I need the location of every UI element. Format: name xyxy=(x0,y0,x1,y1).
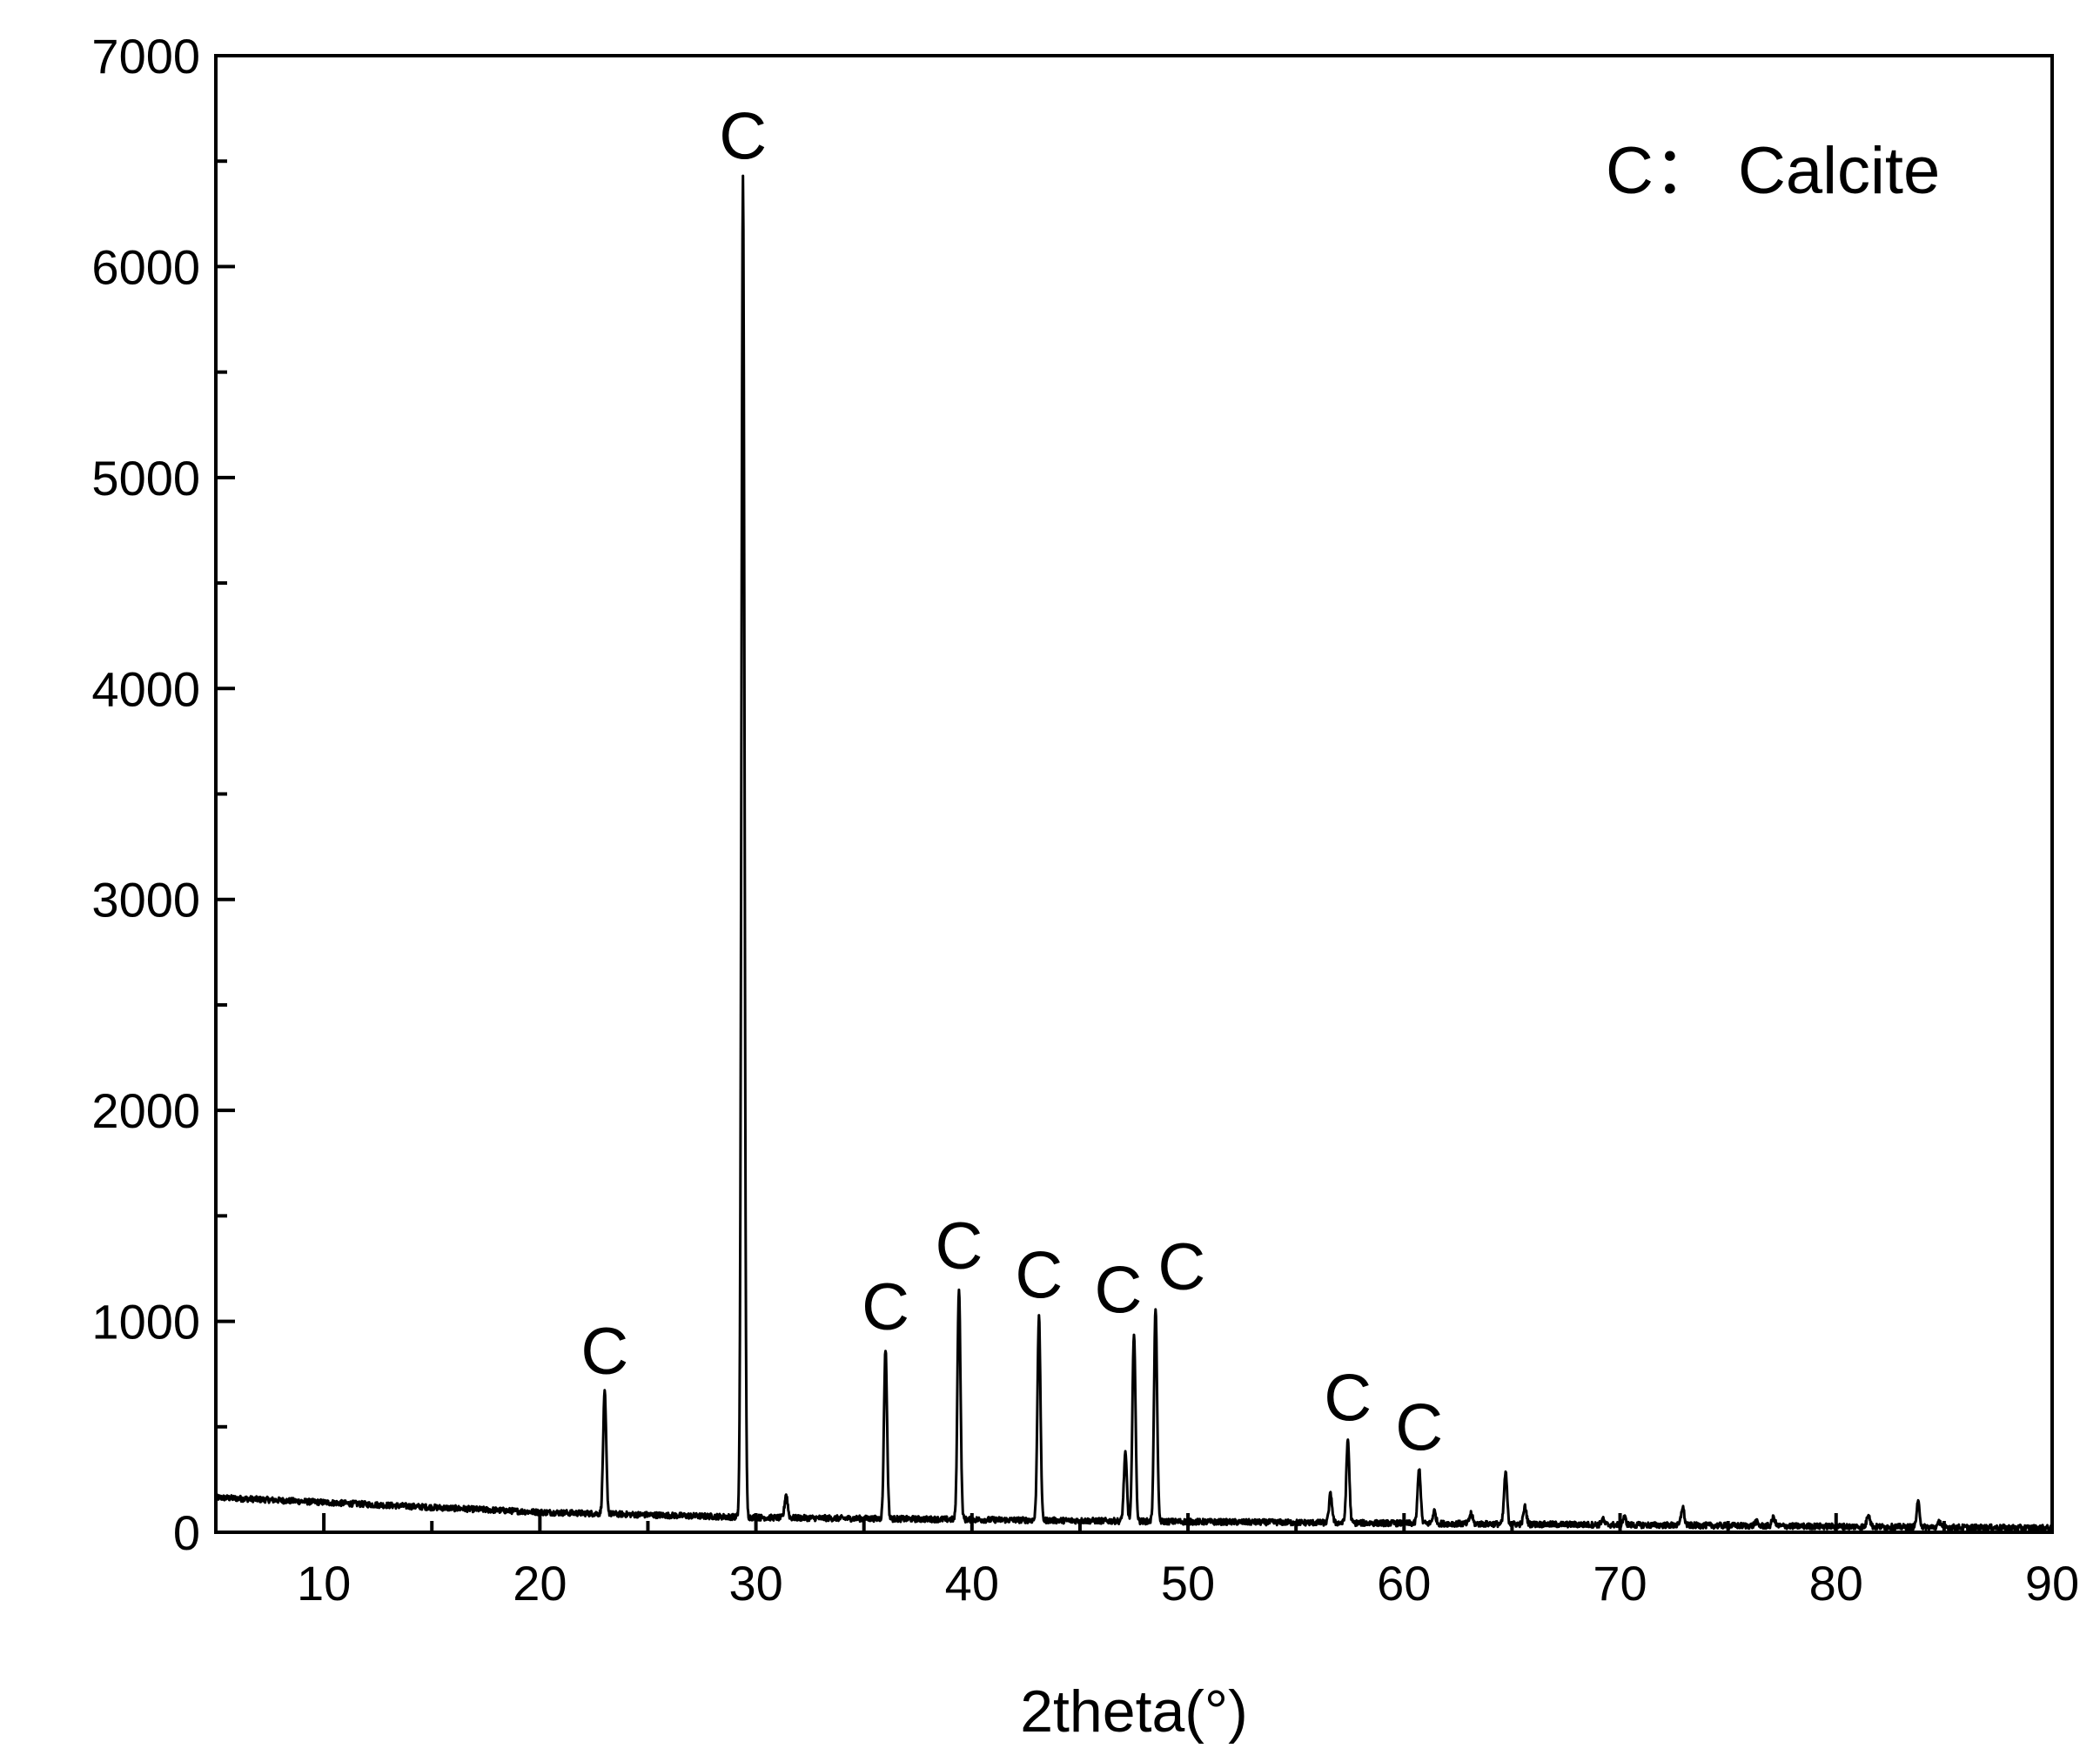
peak-label: C xyxy=(1157,1230,1205,1304)
y-tick-label: 0 xyxy=(173,1505,200,1560)
peak-label: C xyxy=(862,1270,909,1344)
legend-entry: C： Calcite xyxy=(1606,134,1940,208)
xrd-pattern-line xyxy=(214,174,2054,1532)
peak-label: C xyxy=(1095,1254,1143,1328)
y-tick-label: 5000 xyxy=(91,451,200,506)
y-tick-label: 2000 xyxy=(91,1083,200,1138)
peak-label: C xyxy=(580,1315,628,1389)
x-axis-title: 2theta(°) xyxy=(1020,1678,1248,1745)
peak-label: C xyxy=(1015,1239,1063,1313)
peak-label: C xyxy=(935,1209,983,1283)
x-tick-label: 70 xyxy=(1593,1556,1647,1611)
x-tick-label: 20 xyxy=(513,1556,567,1611)
y-tick-label: 6000 xyxy=(91,239,200,294)
series-layer xyxy=(214,174,2054,1532)
x-tick-label: 60 xyxy=(1377,1556,1431,1611)
y-tick-label: 7000 xyxy=(91,29,200,84)
x-tick-label: 10 xyxy=(297,1556,351,1611)
tick-labels: 10 20 30 40 50 60 70 80 90 0 1000 2000 3000 4000 5000 6… xyxy=(91,29,2079,1611)
y-tick-label: 1000 xyxy=(91,1295,200,1350)
peak-label: C xyxy=(1395,1390,1443,1464)
x-tick-label: 30 xyxy=(728,1556,782,1611)
y-tick-label: 3000 xyxy=(91,873,200,928)
x-tick-label: 50 xyxy=(1161,1556,1215,1611)
y-tick-label: 4000 xyxy=(91,661,200,716)
peak-label: C xyxy=(1324,1361,1372,1435)
x-tick-label: 40 xyxy=(945,1556,999,1611)
x-tick-label: 80 xyxy=(1809,1556,1863,1611)
x-tick-label: 90 xyxy=(2025,1556,2079,1611)
peak-label: C xyxy=(719,100,767,174)
